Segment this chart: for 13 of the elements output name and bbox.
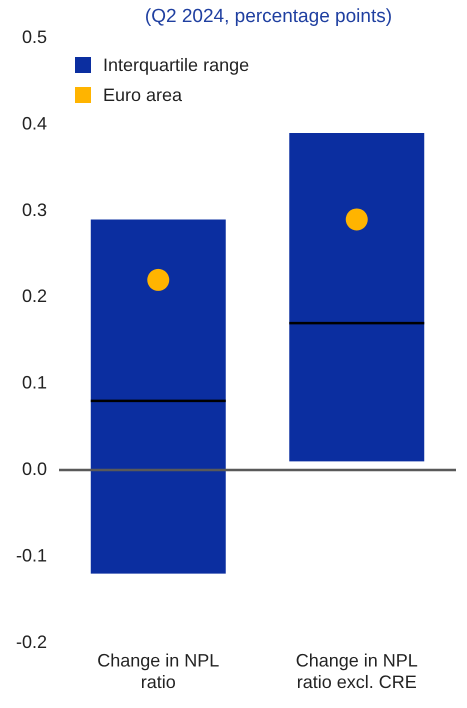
legend-label: Euro area (103, 85, 182, 105)
x-tick-label: Change in NPL ratio excl. CRE (296, 650, 418, 692)
y-tick-label: 0.1 (22, 372, 48, 393)
y-tick-label: 0.2 (22, 286, 48, 306)
y-tick-label: -0.1 (16, 545, 48, 566)
y-tick-label: 0.4 (22, 113, 48, 134)
y-tick-label: 0.5 (22, 26, 48, 47)
y-tick-label: 0.3 (22, 200, 48, 220)
y-tick-label: 0.0 (22, 458, 48, 479)
chart-title: (Q2 2024, percentage points) (144, 6, 394, 28)
x-tick-label: Change in NPL ratio (97, 650, 220, 692)
y-tick-label: -0.2 (16, 632, 48, 652)
legend-label: Interquartile range (103, 55, 250, 75)
